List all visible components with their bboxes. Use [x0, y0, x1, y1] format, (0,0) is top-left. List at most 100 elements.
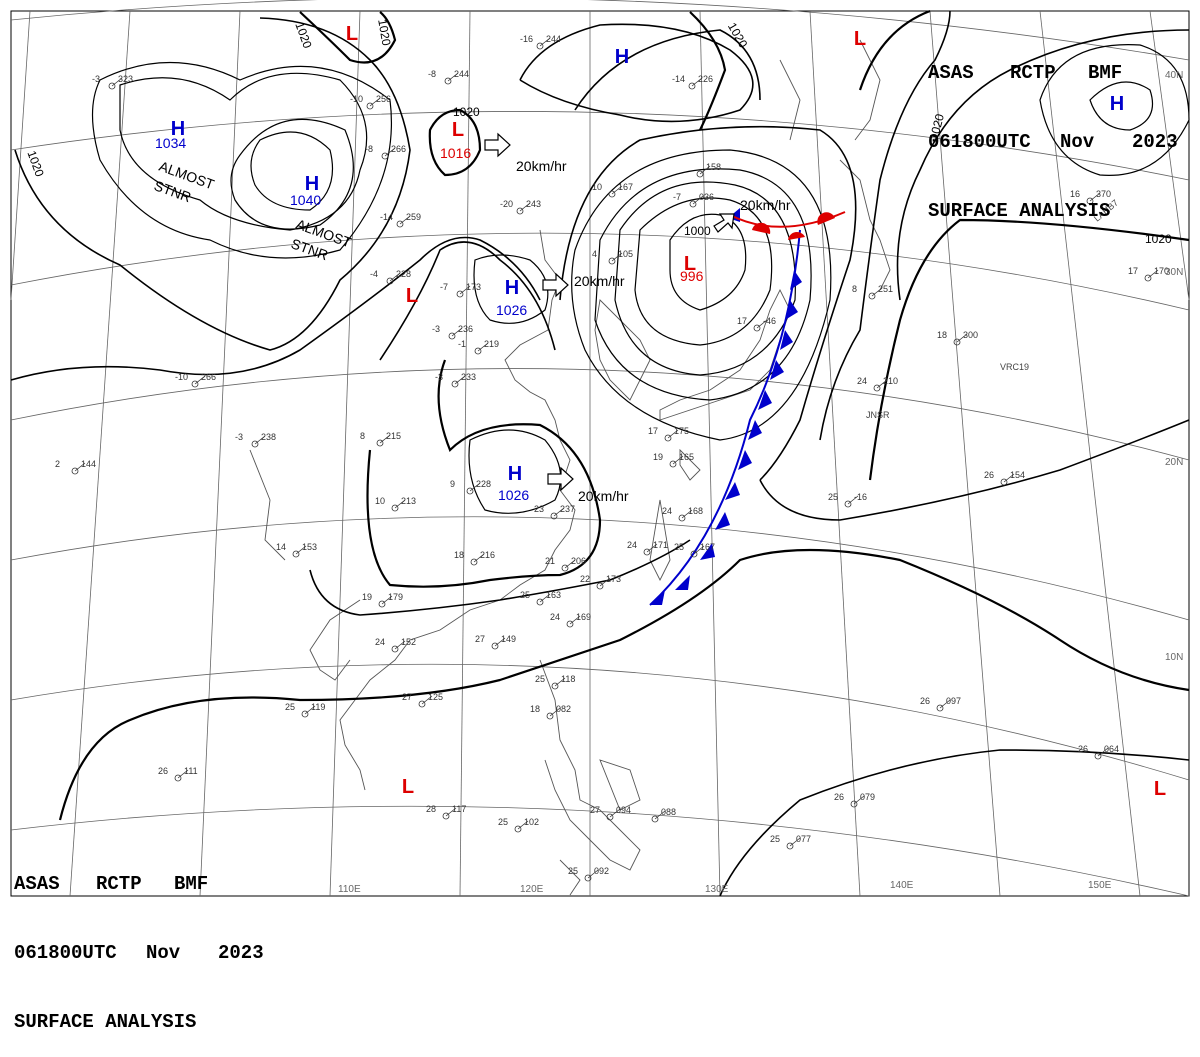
wind-barb [394, 640, 406, 650]
station-plot: -1 219 [458, 339, 499, 355]
station-plot: 26 111 [158, 766, 198, 782]
header-month: Nov [1060, 131, 1095, 153]
wind-barb [539, 593, 551, 603]
station-marker [418, 700, 426, 708]
station-pressure: 179 [388, 592, 403, 602]
station-pressure: 213 [401, 496, 416, 506]
station-plot: 25 -16 [828, 492, 867, 508]
station-plot: -4 228 [370, 269, 411, 285]
station-marker [664, 434, 672, 442]
station-marker [584, 874, 592, 882]
station-plot: 27 094 [590, 805, 631, 821]
station-plot: 25 119 [285, 702, 325, 718]
station-temperature: 25 [674, 542, 684, 552]
station-temperature: 25 [285, 702, 295, 712]
station-marker [466, 487, 474, 495]
wind-barb [517, 820, 529, 830]
wind-barb [789, 837, 801, 847]
station-plot: 19 165 [653, 452, 694, 468]
wind-barb [177, 769, 189, 779]
wind-barb [1097, 747, 1109, 757]
station-plot: 26 097 [920, 696, 961, 712]
lon-label: 150E [1088, 880, 1112, 891]
wind-barb [477, 342, 489, 352]
high-pressure-symbol: H [508, 463, 522, 485]
station-marker [596, 582, 604, 590]
station-temperature: 24 [550, 612, 560, 622]
station-pressure: 226 [698, 74, 713, 84]
motion-arrows [484, 132, 735, 492]
station-pressure: 370 [1096, 189, 1111, 199]
station-temperature: 14 [276, 542, 286, 552]
header-title: SURFACE ANALYSIS [14, 1011, 197, 1033]
wind-barb [1147, 269, 1159, 279]
station-marker [174, 774, 182, 782]
station-id: JNSR [866, 410, 890, 420]
station-pressure: 210 [883, 376, 898, 386]
station-marker [292, 550, 300, 558]
station-pressure: 170 [1154, 266, 1169, 276]
wind-barb [564, 559, 576, 569]
station-plot: 25 102 [498, 817, 539, 833]
station-plot: 8 251 [852, 284, 893, 300]
station-marker [442, 812, 450, 820]
station-marker [953, 338, 961, 346]
station-pressure: 300 [963, 330, 978, 340]
station-temperature: 19 [362, 592, 372, 602]
station-temperature: -16 [520, 34, 533, 44]
station-pressure: 206 [571, 556, 586, 566]
station-pressure: 153 [302, 542, 317, 552]
station-plot: 14 153 [276, 542, 317, 558]
central-pressure-value: 996 [680, 268, 704, 284]
low-pressure-symbol: L [346, 23, 358, 45]
low-pressure-symbol: L [402, 776, 414, 798]
wind-barb [379, 434, 391, 444]
station-plot: 27 125 [402, 692, 443, 708]
station-temperature: 9 [450, 479, 455, 489]
isobar-label: 1020 [292, 20, 314, 50]
wind-barb [381, 595, 393, 605]
station-plot: 25 092 [568, 866, 609, 882]
wind-barb [654, 810, 666, 820]
station-temperature: 25 [520, 590, 530, 600]
wind-barb [459, 285, 471, 295]
station-pressure: 117 [452, 804, 466, 814]
coastlines [249, 39, 891, 896]
wind-barb [304, 705, 316, 715]
header-year: 2023 [218, 942, 264, 964]
station-marker [391, 504, 399, 512]
station-pressure: 111 [184, 766, 198, 776]
station-temperature: 28 [426, 804, 436, 814]
station-marker [753, 324, 761, 332]
lon-label: 120E [520, 884, 544, 895]
station-plot: 17 175 [648, 426, 689, 442]
station-plot: 4 105 [592, 249, 633, 265]
station-marker [516, 207, 524, 215]
station-temperature: 25 [568, 866, 578, 876]
station-pressure: 149 [501, 634, 516, 644]
station-temperature: 25 [770, 834, 780, 844]
wind-barb [587, 869, 599, 879]
station-temperature: 16 [1070, 189, 1080, 199]
wind-barb [451, 327, 463, 337]
wind-barb [539, 37, 551, 47]
station-pressure: 144 [81, 459, 96, 469]
lat-label: 30N [1165, 267, 1183, 278]
station-plot: -3 236 [432, 324, 473, 340]
wind-barb [847, 495, 859, 505]
station-pressure: 167 [700, 542, 715, 552]
station-temperature: 27 [475, 634, 485, 644]
station-marker [448, 332, 456, 340]
station-marker [470, 558, 478, 566]
station-plot: 22 173 [580, 574, 621, 590]
station-plot: 17 -46 [737, 316, 776, 332]
station-plot: 25 163 [520, 590, 561, 606]
isobar-label: 1020 [24, 149, 46, 179]
header-top: ASAS RCTP BMF 061800UTC Nov 2023 SURFACE ANA… [928, 16, 1178, 246]
station-plot: 9 228 [450, 479, 491, 495]
wind-barb [554, 677, 566, 687]
isobar-label: 1000 [684, 224, 711, 238]
wind-barb [519, 202, 531, 212]
station-plot: -8 266 [365, 144, 406, 160]
station-marker [491, 642, 499, 650]
